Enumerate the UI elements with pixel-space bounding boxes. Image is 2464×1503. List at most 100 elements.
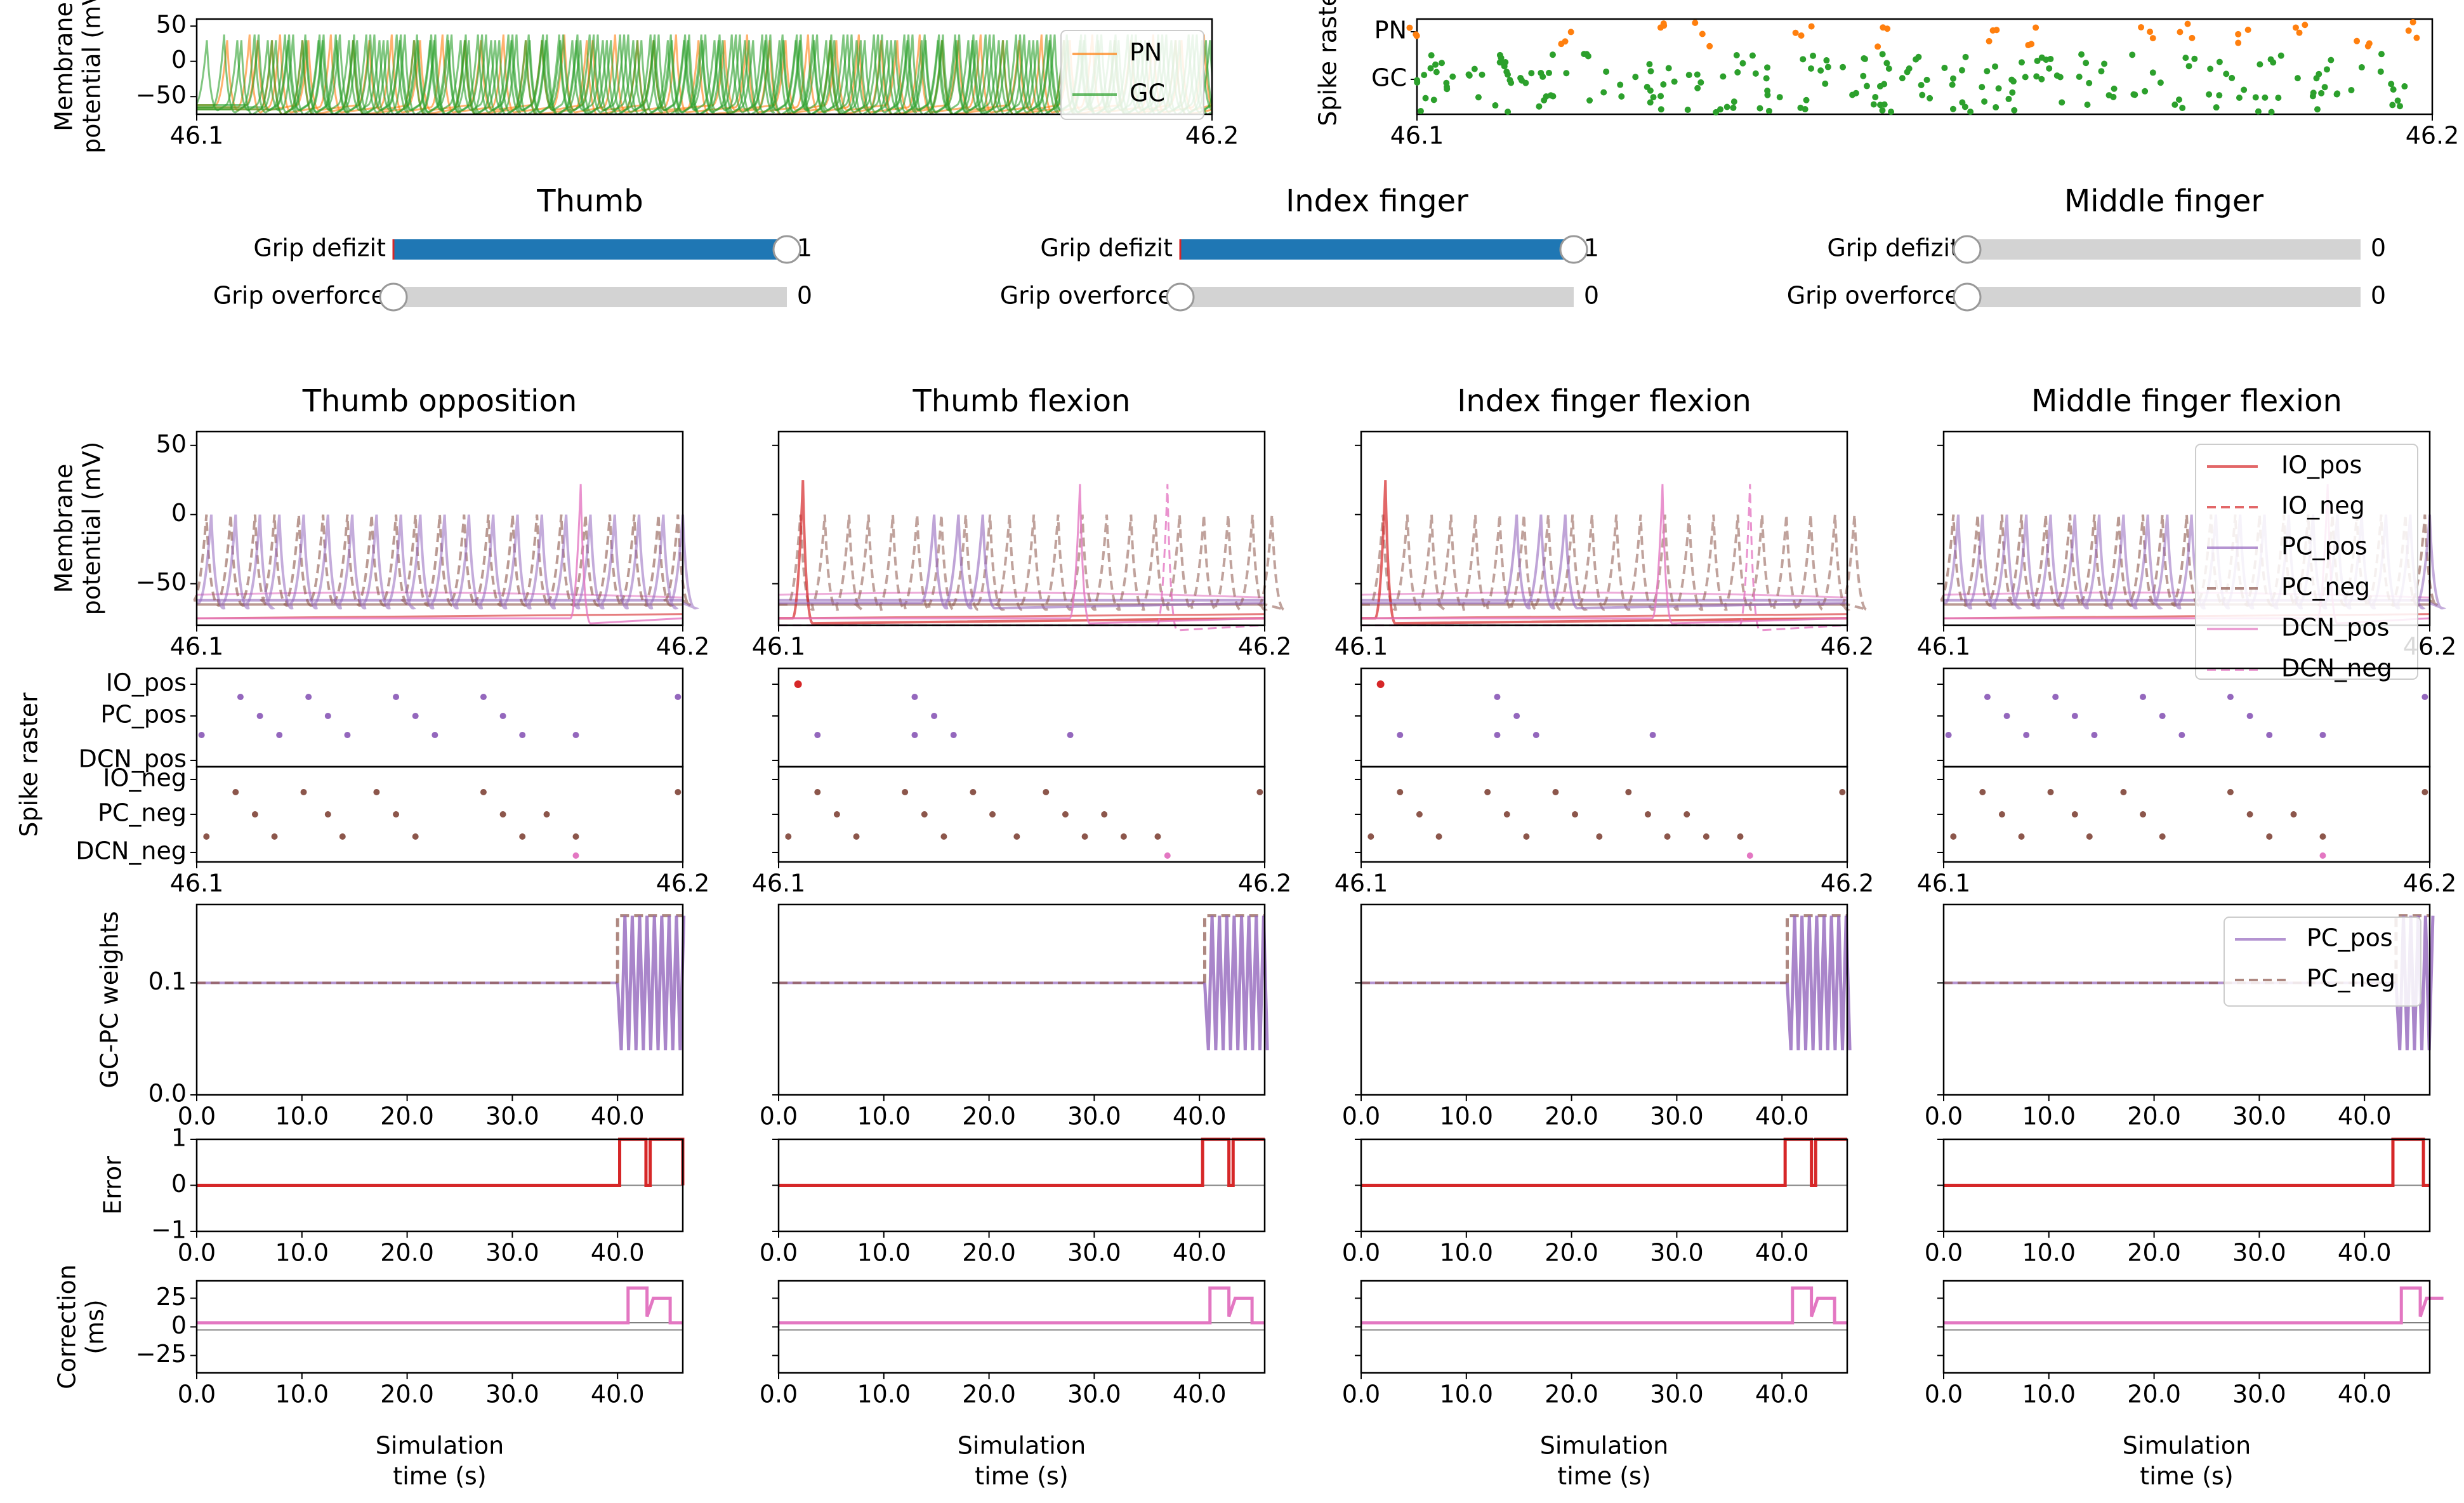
gc-spike-dot xyxy=(1414,77,1421,84)
gc-spike-dot xyxy=(1941,64,1948,71)
correction-xtick: 0.0 xyxy=(1925,1381,1963,1408)
correction-ytick: 0 xyxy=(171,1311,187,1339)
slider-handle[interactable] xyxy=(1166,282,1195,312)
slider-group-0: Thumb Grip defizit 1 Grip overforce 0 xyxy=(213,183,812,312)
gc-spike-dot xyxy=(1720,73,1727,80)
legend-entry: PC_neg xyxy=(2281,573,2370,601)
panel-column-2: Index finger flexion 46.1 46.2 46.1 46.2 0.0 1… xyxy=(1334,383,1874,1490)
gc-spike-dot xyxy=(2078,51,2085,58)
gc-spike-dot xyxy=(1730,104,1737,111)
gc-spike-dot xyxy=(1885,65,1892,72)
weights-frame xyxy=(1942,903,2431,1096)
top-membrane-ylabel-line: Membrane xyxy=(50,2,78,131)
raster-neg-dot xyxy=(1596,833,1603,840)
top-membrane-legend: PN GC xyxy=(1060,30,1204,120)
gc-spike-dot xyxy=(2176,96,2183,103)
slider-handle[interactable] xyxy=(772,235,801,264)
gc-spike-dot xyxy=(1749,52,1756,59)
slider-handle[interactable] xyxy=(1953,235,1982,264)
error-xtick: 40.0 xyxy=(1755,1239,1809,1267)
raster-dcn-dot xyxy=(2319,852,2326,859)
gc-spike-dot xyxy=(2333,91,2340,98)
gc-spike-dot xyxy=(1657,93,1664,100)
panel-title: Middle finger flexion xyxy=(2031,383,2342,419)
weights-xtick: 30.0 xyxy=(485,1102,539,1130)
slider-handle[interactable] xyxy=(1953,282,1982,312)
raster-neg-dot xyxy=(921,811,928,818)
weights-xtick: 40.0 xyxy=(2338,1102,2392,1130)
gc-spike-dot xyxy=(2389,102,2396,109)
gc-spike-dot xyxy=(1536,103,1543,110)
raster-dcn-dot xyxy=(1164,852,1171,859)
gc-spike-dot xyxy=(1734,69,1741,76)
error-xtick: 10.0 xyxy=(2022,1239,2076,1267)
raster-ytick: DCN_pos xyxy=(79,745,187,773)
x-axis-label: Simulation xyxy=(2123,1432,2251,1460)
raster-pos-dot xyxy=(276,732,283,738)
top-membrane-ytick: 0 xyxy=(171,46,187,74)
slider-fill xyxy=(1180,239,1574,260)
gc-spike-dot xyxy=(2378,51,2385,58)
slider-handle[interactable] xyxy=(1559,235,1588,264)
slider-value: 1 xyxy=(797,234,812,262)
error-trace xyxy=(779,1137,1265,1187)
pn-spike-dot xyxy=(2028,41,2035,48)
error-xtick: 20.0 xyxy=(380,1239,434,1267)
raster-pos-dot xyxy=(2246,713,2253,719)
error-trace xyxy=(197,1137,685,1187)
gc-spike-dot xyxy=(1808,65,1815,72)
gc-spike-dot xyxy=(2105,92,2112,99)
gc-spike-dot xyxy=(1549,51,1556,58)
gc-spike-dot xyxy=(1583,51,1590,58)
gc-spike-dot xyxy=(2401,83,2408,90)
correction-xtick: 40.0 xyxy=(1173,1381,1227,1408)
error-xtick: 10.0 xyxy=(857,1239,911,1267)
gc-spike-dot xyxy=(1733,51,1740,58)
gc-spike-dot xyxy=(1694,71,1701,78)
gc-spike-dot xyxy=(1684,106,1691,113)
raster-neg-dot xyxy=(393,811,400,818)
membrane-ytick: 50 xyxy=(156,430,187,458)
weights-ytick: 0.0 xyxy=(148,1080,187,1108)
gc-spike-dot xyxy=(1617,81,1624,88)
gc-spike-dot xyxy=(1618,93,1625,100)
membrane-xtick: 46.1 xyxy=(170,633,224,661)
raster-neg-dot xyxy=(2159,833,2166,840)
raster-ytick: IO_neg xyxy=(103,764,187,792)
error-xtick: 20.0 xyxy=(962,1239,1016,1267)
slider-value: 0 xyxy=(2371,282,2386,310)
legend-entry: IO_pos xyxy=(2281,451,2362,479)
membrane-frame xyxy=(1942,430,2431,626)
correction-xtick: 30.0 xyxy=(1650,1381,1704,1408)
gc-spike-dot xyxy=(1863,83,1870,89)
pn-spike-dot xyxy=(2177,29,2184,36)
top-membrane-ytick: −50 xyxy=(136,81,187,109)
raster-xtick: 46.1 xyxy=(1334,870,1388,897)
raster-pos-dot xyxy=(2023,732,2030,738)
gc-spike-dot xyxy=(2388,81,2395,88)
gc-spike-dot xyxy=(1538,69,1545,76)
correction-xtick: 40.0 xyxy=(2338,1381,2392,1408)
membrane-ytick: 0 xyxy=(171,499,187,527)
pn-spike-dot xyxy=(2296,29,2303,36)
gc-spike-dot xyxy=(1899,75,1906,82)
gc-spike-dot xyxy=(1992,63,1999,70)
correction-xtick: 30.0 xyxy=(1067,1381,1121,1408)
error-xtick: 20.0 xyxy=(2127,1239,2181,1267)
raster-neg-dot xyxy=(2071,811,2078,818)
top-raster-ytick: GC xyxy=(1371,64,1407,92)
gc-spike-dot xyxy=(1479,71,1486,78)
membrane-lines xyxy=(778,480,1290,632)
gc-spike-dot xyxy=(2216,92,2223,99)
raster-ytick: PC_pos xyxy=(100,701,187,729)
gc-spike-dot xyxy=(2267,56,2274,63)
top-membrane-ylabel: Membrane potential (mV) xyxy=(50,0,106,154)
raster-neg-dot xyxy=(1101,811,1108,818)
raster-bottom-frame xyxy=(195,765,684,863)
correction-trace xyxy=(197,1286,683,1325)
slider-handle[interactable] xyxy=(379,282,408,312)
gc-spike-dot xyxy=(1632,74,1639,81)
gc-spike-dot xyxy=(1449,73,1456,80)
raster-neg-dot xyxy=(1552,789,1559,795)
gc-spike-dot xyxy=(2076,74,2083,81)
